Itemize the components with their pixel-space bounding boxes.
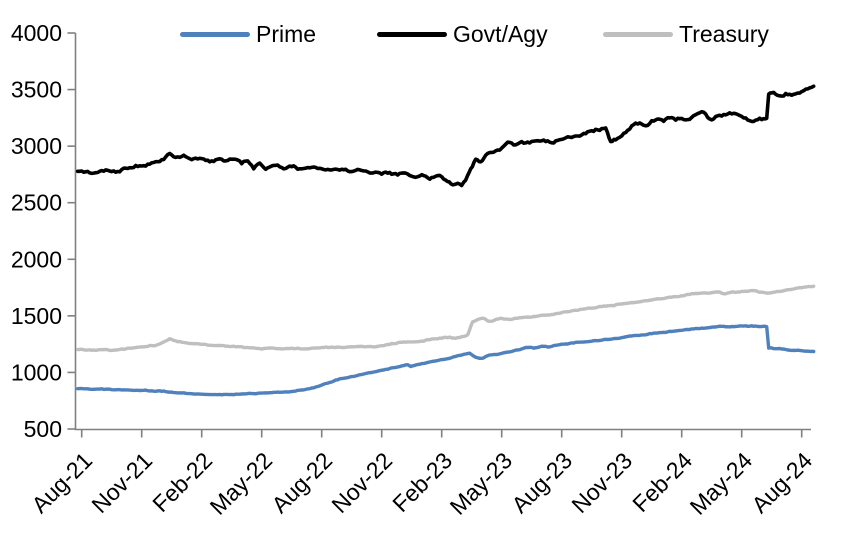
x-tick-label: May-24 [685, 447, 758, 520]
x-tick-label: Aug-24 [746, 447, 817, 518]
x-tick-label: Aug-22 [266, 447, 337, 518]
x-tick-label: Feb-24 [627, 447, 697, 517]
x-tick-label: Nov-21 [86, 447, 157, 518]
series-line-prime [75, 324, 816, 397]
y-tick-label: 4000 [11, 20, 62, 46]
x-tick-label: Nov-22 [326, 447, 397, 518]
x-tick-label: Feb-23 [387, 447, 457, 517]
series-line-treasury [75, 284, 816, 353]
x-tick-label: May-23 [445, 447, 518, 520]
y-tick-label: 2500 [11, 190, 62, 216]
y-tick-label: 2000 [11, 246, 62, 272]
x-tick-label: May-22 [205, 447, 278, 520]
y-tick-label: 1000 [11, 359, 62, 385]
y-tick-label: 500 [24, 416, 62, 442]
x-tick-label: Aug-23 [506, 447, 577, 518]
y-tick-label: 3500 [11, 77, 62, 103]
x-tick-label: Nov-23 [566, 447, 637, 518]
x-tick-label: Feb-22 [147, 447, 217, 517]
series-line-govt-agy [75, 84, 816, 188]
y-tick-label: 1500 [11, 303, 62, 329]
x-tick-label: Aug-21 [26, 447, 97, 518]
y-tick-label: 3000 [11, 133, 62, 159]
